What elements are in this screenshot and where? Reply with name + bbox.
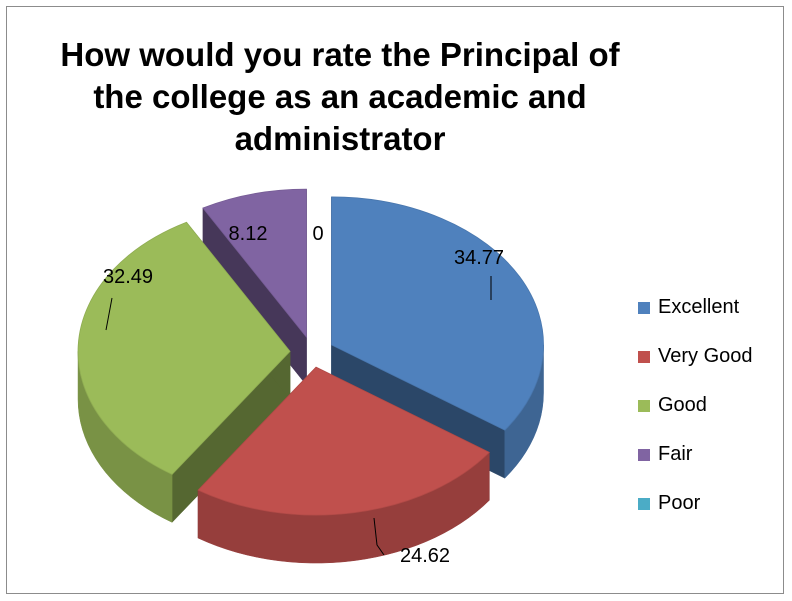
- data-label-text-good: 32.49: [103, 266, 153, 288]
- data-label-text-excellent: 34.77: [454, 247, 504, 269]
- legend-item-good: Good: [638, 381, 783, 430]
- data-label-good: 32.49: [103, 266, 153, 331]
- legend-label-poor: Poor: [658, 492, 701, 514]
- legend-item-very-good: Very Good: [638, 332, 783, 381]
- legend-item-excellent: Excellent: [638, 283, 783, 332]
- pie-slice-good: [77, 221, 291, 523]
- pie-slice-very-good: [197, 366, 490, 564]
- legend-swatch-very-good: [638, 350, 650, 363]
- legend-label-very-good: Very Good: [658, 345, 753, 367]
- legend-label-good: Good: [658, 394, 707, 416]
- data-label-excellent: 34.77: [454, 247, 504, 300]
- data-label-poor: 0: [312, 223, 323, 245]
- data-label-text-very-good: 24.62: [400, 545, 450, 567]
- legend-swatch-excellent: [638, 301, 650, 314]
- data-label-text-poor: 0: [312, 223, 323, 245]
- legend-item-poor: Poor: [638, 479, 783, 528]
- data-label-fair: 8.12: [229, 223, 268, 245]
- data-label-very-good: 24.62: [373, 517, 450, 567]
- legend-swatch-poor: [638, 497, 650, 510]
- legend-item-fair: Fair: [638, 430, 783, 479]
- data-label-text-fair: 8.12: [229, 223, 268, 245]
- legend-label-excellent: Excellent: [658, 296, 740, 318]
- legend: Excellent Very Good Good Fair Poor: [638, 283, 783, 528]
- legend-swatch-good: [638, 399, 650, 412]
- legend-label-fair: Fair: [658, 443, 693, 465]
- chart-title: How would you rate the Principal of the …: [60, 36, 620, 157]
- legend-swatch-fair: [638, 448, 650, 461]
